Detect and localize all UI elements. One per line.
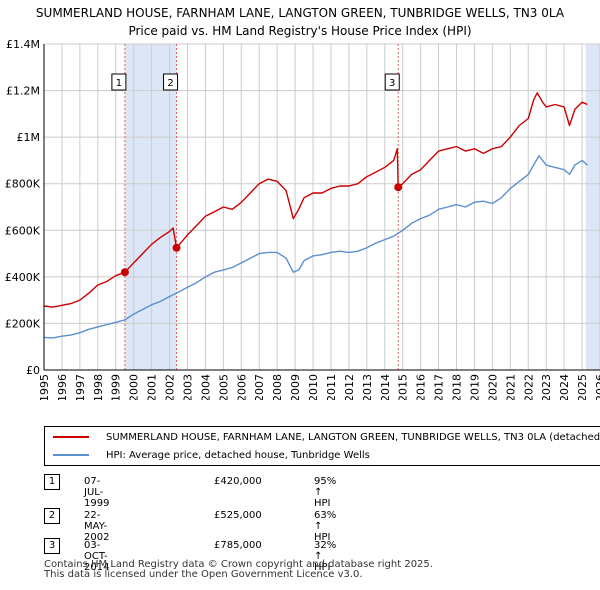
footer-copyright: Contains HM Land Registry data © Crown c… bbox=[44, 559, 433, 570]
y-tick-label: £1.2M bbox=[6, 85, 40, 98]
sale-price: £785,000 bbox=[214, 540, 262, 551]
x-tick-label: 2018 bbox=[451, 374, 464, 400]
legend-swatch-hpi bbox=[53, 454, 89, 456]
y-tick-label: £600K bbox=[5, 224, 41, 237]
x-tick-label: 1997 bbox=[74, 374, 87, 400]
legend-swatch-property bbox=[53, 436, 89, 438]
sale-hpi-change: 32% ↑ HPI bbox=[314, 540, 337, 573]
chart-title: SUMMERLAND HOUSE, FARNHAM LANE, LANGTON … bbox=[35, 6, 565, 20]
sale-number-badge: 2 bbox=[44, 508, 60, 524]
chart-subtitle: Price paid vs. HM Land Registry's House … bbox=[128, 24, 472, 38]
x-tick-label: 2012 bbox=[343, 374, 356, 400]
x-tick-label: 2021 bbox=[504, 374, 517, 400]
legend-item-hpi: HPI: Average price, detached house, Tunb… bbox=[53, 447, 370, 463]
y-tick-label: £0 bbox=[26, 364, 40, 377]
x-tick-label: 1999 bbox=[110, 374, 123, 400]
sale-date: 22-MAY-2002 bbox=[84, 510, 110, 543]
sale-point bbox=[394, 183, 403, 192]
x-tick-label: 2007 bbox=[253, 374, 266, 400]
x-tick-label: 2014 bbox=[379, 374, 392, 400]
hpi-line bbox=[43, 155, 588, 339]
x-tick-label: 1998 bbox=[92, 374, 105, 400]
sale-marker-label: 1 bbox=[116, 78, 122, 89]
property-price-line bbox=[43, 92, 588, 308]
sale-marker-box bbox=[111, 73, 127, 91]
x-tick-label: 2013 bbox=[361, 374, 374, 400]
x-tick-label: 2011 bbox=[325, 374, 338, 400]
y-tick-label: £200K bbox=[5, 317, 41, 330]
sale-number-badge: 3 bbox=[44, 538, 60, 554]
legend-label-property: SUMMERLAND HOUSE, FARNHAM LANE, LANGTON … bbox=[106, 431, 600, 443]
shaded-range bbox=[124, 44, 177, 370]
x-tick-label: 2000 bbox=[128, 374, 141, 400]
x-tick-label: 2019 bbox=[468, 374, 481, 400]
sale-marker-label: 3 bbox=[389, 78, 395, 89]
legend-item-property: SUMMERLAND HOUSE, FARNHAM LANE, LANGTON … bbox=[53, 429, 600, 445]
sale-price: £525,000 bbox=[214, 510, 262, 521]
x-tick-label: 2024 bbox=[558, 374, 571, 400]
sale-date: 03-OCT-2014 bbox=[84, 540, 110, 573]
legend-label-hpi: HPI: Average price, detached house, Tunb… bbox=[106, 449, 370, 461]
y-tick-label: £400K bbox=[5, 271, 41, 284]
shaded-range bbox=[585, 44, 600, 370]
sale-point bbox=[120, 268, 129, 277]
legend: SUMMERLAND HOUSE, FARNHAM LANE, LANGTON … bbox=[44, 426, 600, 466]
sale-marker-label: 2 bbox=[167, 78, 173, 89]
x-tick-label: 2006 bbox=[235, 374, 248, 400]
x-tick-label: 1996 bbox=[56, 374, 69, 400]
y-tick-label: £800K bbox=[5, 178, 41, 191]
sale-hpi-change: 63% ↑ HPI bbox=[314, 510, 337, 543]
sale-point bbox=[172, 243, 181, 252]
footer: Contains HM Land Registry data © Crown c… bbox=[44, 560, 433, 580]
footer-licence: This data is licensed under the Open Gov… bbox=[44, 569, 363, 580]
x-tick-label: 2004 bbox=[199, 374, 212, 400]
x-tick-label: 2026 bbox=[594, 374, 600, 400]
x-tick-label: 2023 bbox=[540, 374, 553, 400]
x-tick-label: 2017 bbox=[433, 374, 446, 400]
x-tick-label: 2020 bbox=[486, 374, 499, 400]
x-tick-label: 2008 bbox=[271, 374, 284, 400]
x-tick-label: 2002 bbox=[164, 374, 177, 400]
x-tick-label: 2009 bbox=[289, 374, 302, 400]
x-tick-label: 2010 bbox=[307, 374, 320, 400]
y-tick-label: £1.4M bbox=[6, 38, 40, 51]
sale-price: £420,000 bbox=[214, 476, 262, 487]
x-tick-label: 2016 bbox=[415, 374, 428, 400]
sale-marker-box bbox=[384, 73, 400, 91]
x-tick-label: 2003 bbox=[181, 374, 194, 400]
sale-marker-box bbox=[163, 73, 179, 91]
y-tick-label: £1M bbox=[17, 131, 41, 144]
price-chart: £0 £200K £400K £600K £800K £1M £1.2M £1.4M 1995 1… bbox=[5, 38, 600, 400]
x-tick-label: 2022 bbox=[522, 374, 535, 400]
sale-hpi-change: 95% ↑ HPI bbox=[314, 476, 337, 509]
x-tick-label: 2005 bbox=[217, 374, 230, 400]
x-tick-label: 2025 bbox=[576, 374, 589, 400]
x-tick-label: 1995 bbox=[38, 374, 51, 400]
x-tick-label: 2015 bbox=[397, 374, 410, 400]
x-tick-label: 2001 bbox=[146, 374, 159, 400]
sale-date: 07-JUL-1999 bbox=[84, 476, 110, 509]
sale-number-badge: 1 bbox=[44, 474, 60, 490]
